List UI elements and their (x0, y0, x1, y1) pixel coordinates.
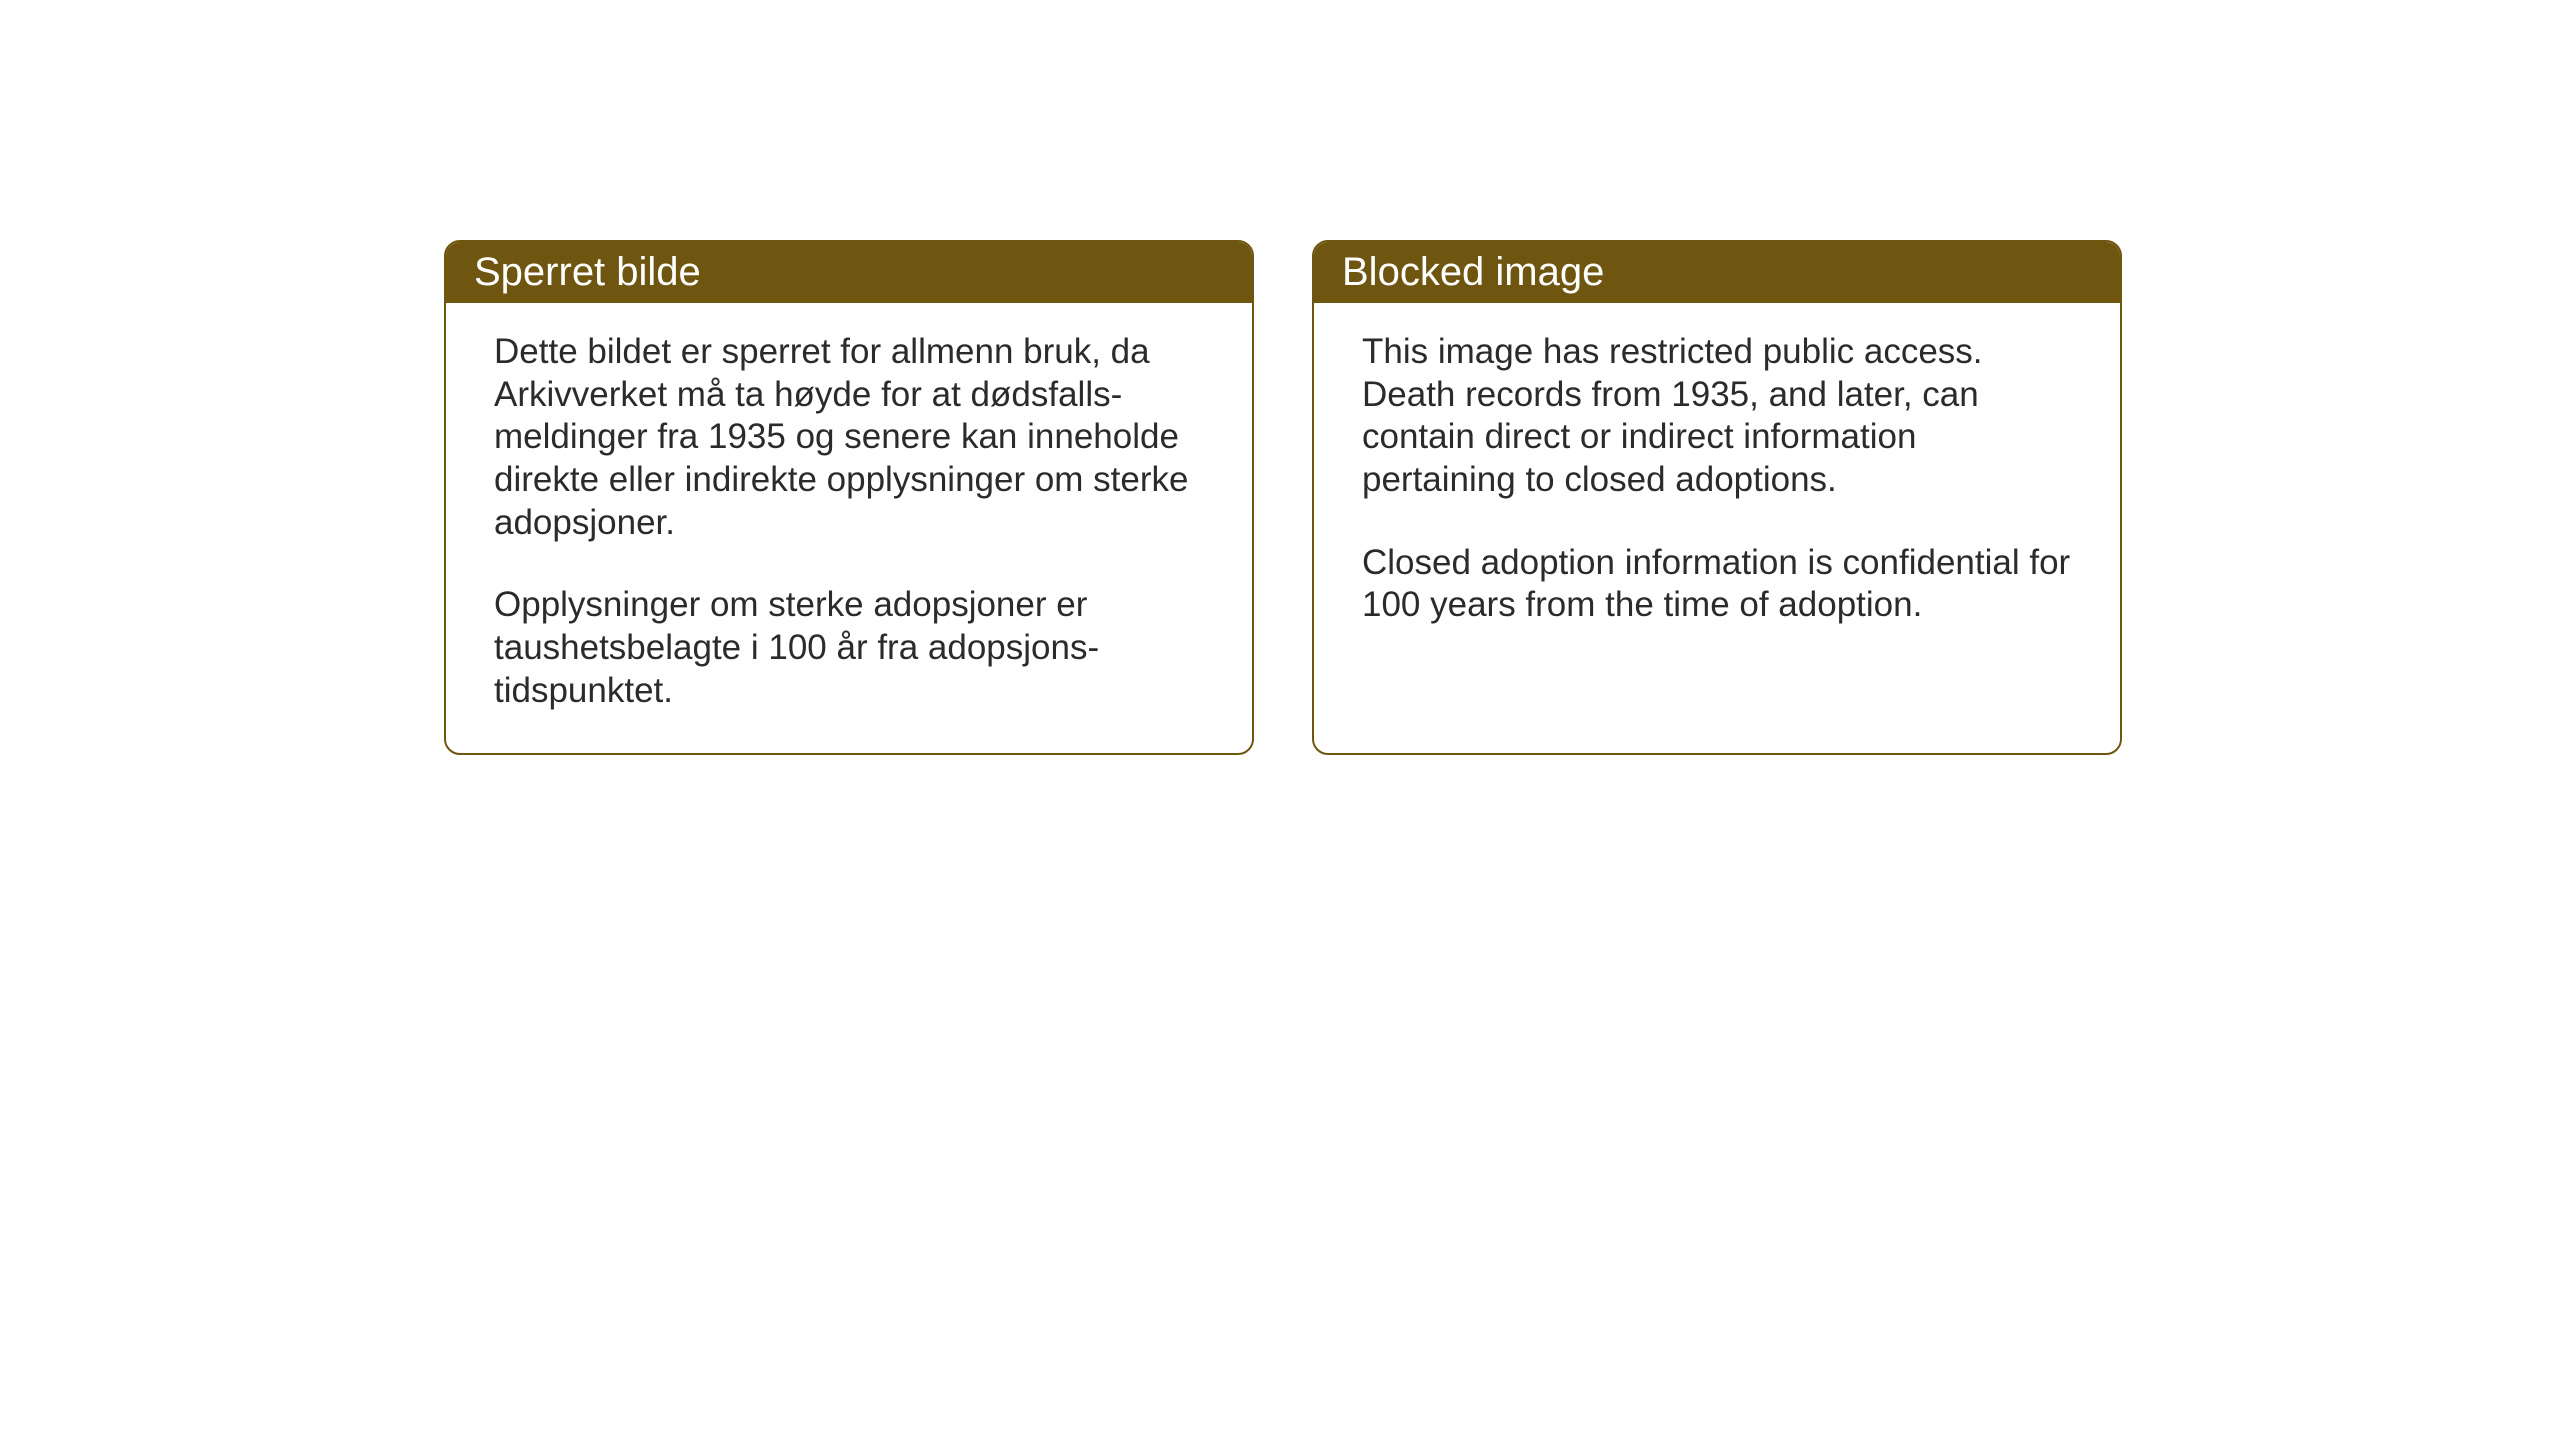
card-body-norwegian: Dette bildet er sperret for allmenn bruk… (446, 303, 1252, 753)
card-body-english: This image has restricted public access.… (1314, 303, 2120, 667)
card-paragraph-norwegian-2: Opplysninger om sterke adopsjoner er tau… (494, 584, 1204, 712)
card-paragraph-english-1: This image has restricted public access.… (1362, 331, 2072, 502)
card-title-english: Blocked image (1342, 250, 1604, 294)
notice-card-norwegian: Sperret bilde Dette bildet er sperret fo… (444, 240, 1254, 755)
card-paragraph-norwegian-1: Dette bildet er sperret for allmenn bruk… (494, 331, 1204, 544)
card-header-norwegian: Sperret bilde (446, 242, 1252, 303)
card-title-norwegian: Sperret bilde (474, 250, 701, 294)
notice-cards-container: Sperret bilde Dette bildet er sperret fo… (444, 240, 2122, 755)
notice-card-english: Blocked image This image has restricted … (1312, 240, 2122, 755)
card-paragraph-english-2: Closed adoption information is confident… (1362, 542, 2072, 627)
card-header-english: Blocked image (1314, 242, 2120, 303)
